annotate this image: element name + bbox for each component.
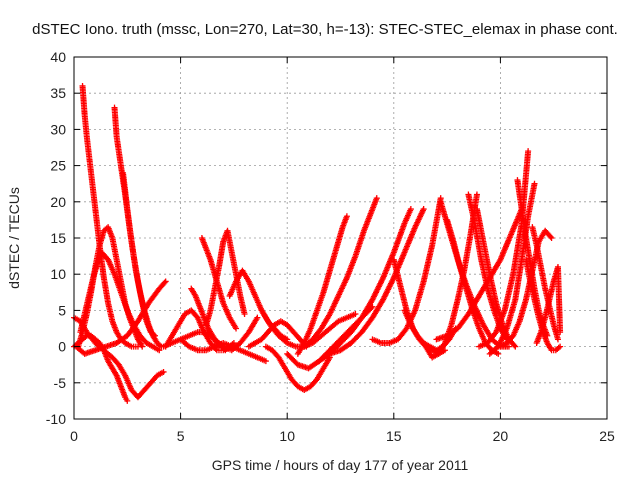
data-point: [407, 206, 414, 213]
trace-marker: [547, 233, 554, 240]
chart-title: dSTEC Iono. truth (mssc, Lon=270, Lat=30…: [32, 21, 618, 38]
x-tick-label: 15: [386, 428, 402, 444]
trace-marker: [161, 279, 168, 286]
data-point: [139, 343, 146, 350]
data-point: [531, 180, 538, 187]
series-25: [390, 256, 448, 357]
data-point: [262, 358, 269, 365]
data-point: [343, 213, 350, 220]
y-tick-label: 35: [50, 85, 66, 101]
series-37: [497, 227, 555, 350]
series-5: [77, 249, 163, 354]
x-tick-label: 25: [599, 428, 615, 444]
trace-marker: [511, 342, 518, 349]
y-tick-label: 10: [50, 266, 66, 282]
data-point: [124, 397, 131, 404]
series-7: [120, 169, 165, 350]
data-point: [557, 343, 564, 350]
y-tick-label: 20: [50, 194, 66, 210]
series-11: [177, 336, 269, 365]
y-tick-label: 25: [50, 158, 66, 174]
data-point: [160, 368, 167, 375]
series-32: [473, 206, 519, 350]
series-8: [73, 278, 169, 357]
y-axis-label: dSTEC / TECUs: [6, 187, 22, 289]
data-point: [505, 343, 512, 350]
data-point: [512, 343, 519, 350]
series-31: [465, 191, 510, 343]
data-point: [352, 311, 359, 318]
series-29: [444, 216, 502, 357]
y-tick-label: 40: [50, 49, 66, 65]
data-point: [548, 235, 555, 241]
data-point: [162, 278, 169, 285]
x-tick-label: 0: [70, 428, 78, 444]
x-tick-label: 10: [279, 428, 295, 444]
data-point: [233, 325, 240, 332]
x-axis-label: GPS time / hours of day 177 of year 2011: [212, 457, 469, 473]
series-39: [533, 263, 564, 346]
y-tick-label: -10: [46, 411, 66, 427]
data-points: [71, 82, 564, 404]
y-tick-label: 0: [58, 339, 66, 355]
y-tick-label: 30: [50, 121, 66, 137]
data-point: [420, 206, 427, 213]
series-22: [316, 206, 414, 365]
x-tick-label: 20: [493, 428, 509, 444]
axis-ticks: 0 5 10 15 20 25 -10 -5 0 5 10 15 20 25 30 35 40: [46, 49, 615, 444]
data-point: [554, 336, 561, 343]
data-point: [473, 191, 480, 198]
y-tick-label: 15: [50, 230, 66, 246]
series-20: [301, 195, 380, 350]
data-point: [254, 314, 261, 321]
series-34: [486, 180, 538, 357]
data-point: [373, 195, 380, 202]
series-19: [294, 213, 350, 357]
x-tick-label: 5: [177, 428, 185, 444]
data-point: [156, 347, 163, 354]
data-point: [525, 148, 532, 155]
data-point: [241, 311, 248, 318]
data-point: [230, 339, 237, 346]
data-point: [495, 350, 502, 357]
y-tick-label: -5: [54, 375, 67, 391]
series-16: [245, 318, 310, 350]
data-point: [557, 329, 564, 336]
y-tick-label: 5: [58, 302, 66, 318]
